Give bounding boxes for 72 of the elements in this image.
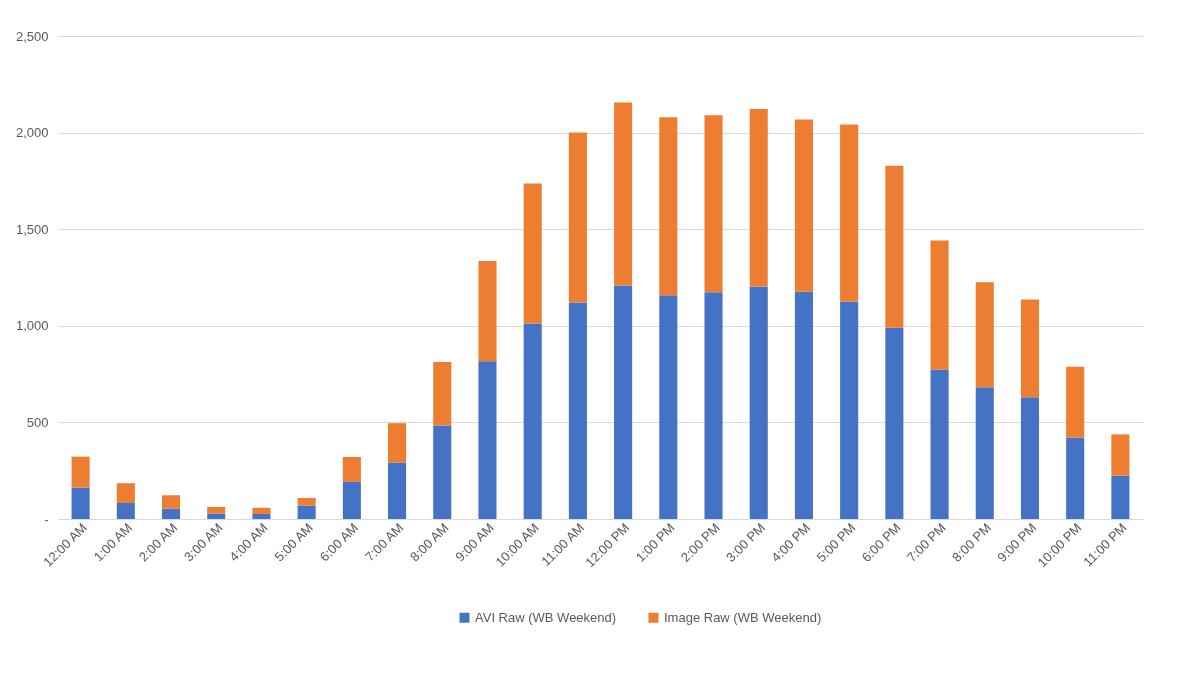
bar — [975, 387, 994, 519]
bar — [342, 456, 361, 482]
x-tick-label: 8:00 PM — [949, 520, 994, 565]
x-tick-label: 7:00 AM — [361, 520, 407, 565]
y-tick-label: - — [44, 511, 49, 527]
bar — [1111, 475, 1130, 519]
bar — [207, 513, 226, 519]
bar — [794, 119, 813, 292]
bar — [1020, 397, 1040, 519]
y-tick-label: 1,500 — [15, 221, 49, 237]
x-tick-label: 3:00 AM — [181, 520, 226, 565]
bar — [749, 286, 768, 519]
bar — [252, 507, 271, 514]
bar — [749, 109, 768, 287]
bar — [1066, 437, 1085, 519]
bar — [930, 369, 949, 519]
legend-label: Image Raw (WB Weekend) — [664, 609, 822, 625]
bar — [1020, 299, 1040, 398]
bar — [523, 323, 542, 519]
bar — [885, 165, 904, 328]
bar — [975, 282, 994, 388]
x-tick-label: 5:00 AM — [271, 520, 316, 565]
bar — [659, 295, 678, 519]
bar — [161, 495, 181, 509]
bar — [930, 240, 949, 370]
bar — [71, 456, 90, 488]
bar — [252, 513, 271, 519]
bar — [478, 261, 497, 362]
bar — [523, 183, 542, 324]
bar — [659, 117, 678, 296]
x-tick-label: 5:00 PM — [813, 520, 859, 565]
bar — [388, 462, 407, 519]
bar — [840, 124, 859, 302]
bar — [71, 487, 90, 519]
bar — [704, 115, 723, 293]
bar — [704, 292, 723, 519]
bar — [433, 361, 452, 426]
legend-label: AVI Raw (WB Weekend) — [475, 609, 617, 625]
x-tick-label: 3:00 PM — [723, 520, 768, 565]
x-tick-label: 7:00 PM — [903, 520, 949, 565]
x-tick-label: 1:00 AM — [90, 520, 135, 565]
bar — [1111, 434, 1130, 476]
x-tick-label: 6:00 PM — [858, 520, 904, 565]
bar — [342, 481, 361, 519]
bar — [388, 423, 407, 463]
bar — [568, 132, 587, 303]
bar — [207, 507, 226, 514]
x-tick-label: 8:00 AM — [407, 520, 452, 565]
x-tick-label: 1:00 PM — [632, 520, 678, 565]
bar — [614, 102, 633, 286]
x-tick-label: 6:00 AM — [316, 520, 362, 565]
y-tick-label: 2,000 — [15, 125, 49, 141]
x-tick-label: 4:00 AM — [226, 520, 271, 565]
bar — [794, 291, 813, 519]
x-tick-label: 2:00 PM — [677, 520, 723, 565]
bar — [297, 505, 316, 519]
bar — [116, 502, 135, 519]
bar — [297, 497, 316, 506]
bar — [161, 508, 181, 519]
bar — [478, 361, 497, 519]
bar — [433, 425, 452, 519]
bar — [885, 327, 904, 519]
bar — [116, 483, 135, 503]
bar — [1066, 366, 1085, 438]
bar — [840, 301, 859, 519]
y-tick-label: 500 — [26, 414, 49, 430]
y-tick-label: 2,500 — [15, 28, 49, 44]
x-tick-label: 4:00 PM — [768, 520, 814, 565]
y-tick-label: 1,000 — [15, 318, 49, 334]
bar — [568, 302, 587, 519]
x-tick-label: 9:00 AM — [452, 520, 497, 565]
bar — [614, 285, 633, 519]
